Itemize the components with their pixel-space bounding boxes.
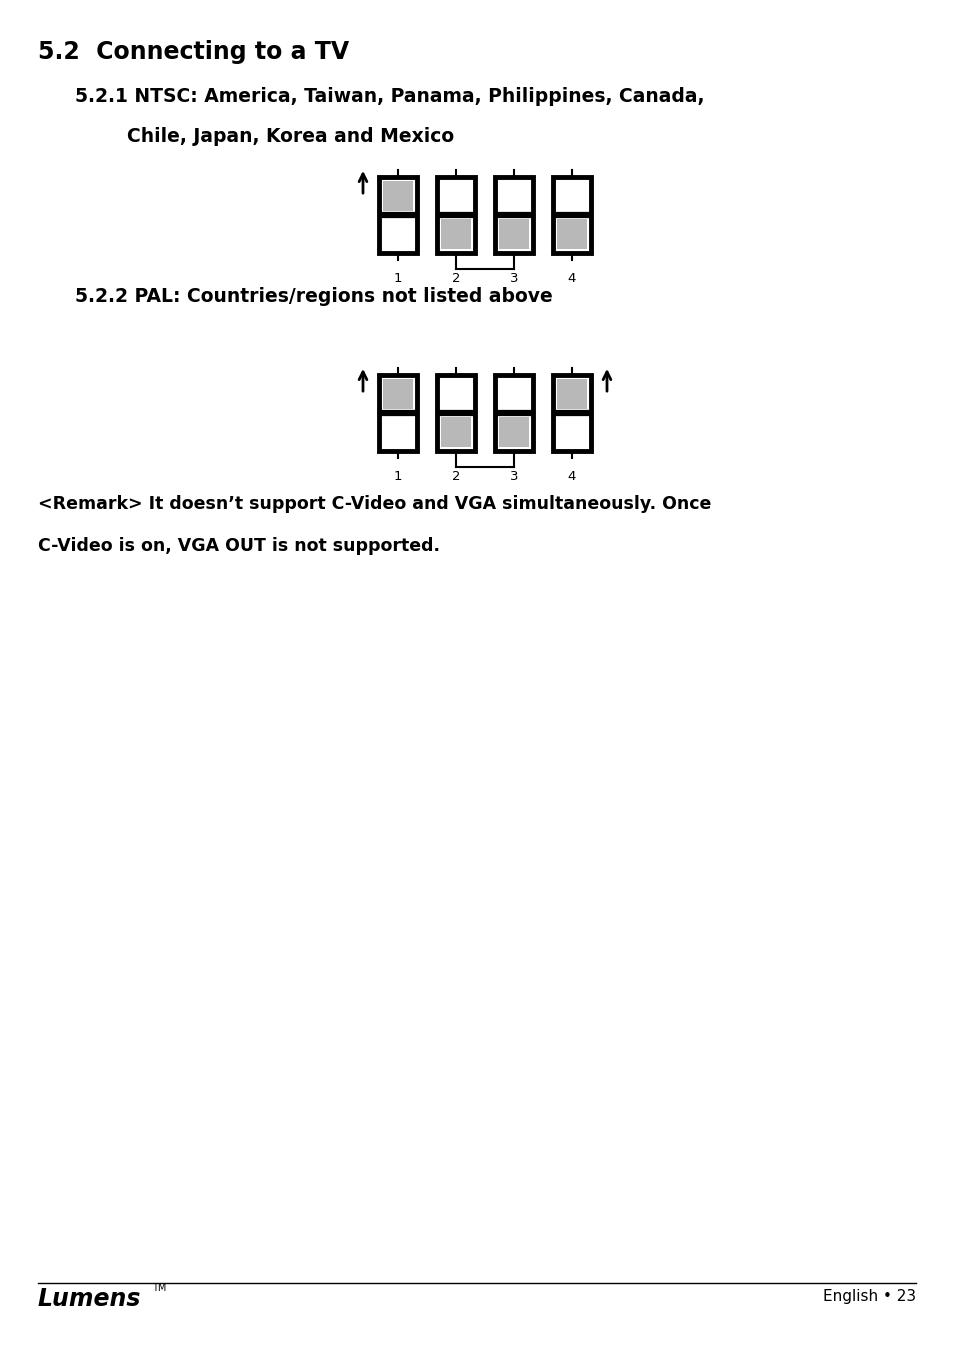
Text: <Remark> It doesn’t support C-Video and VGA simultaneously. Once: <Remark> It doesn’t support C-Video and …: [38, 495, 711, 514]
Text: 3: 3: [509, 272, 517, 285]
Text: 5.2  Connecting to a TV: 5.2 Connecting to a TV: [38, 41, 349, 64]
Bar: [382, 417, 413, 447]
Text: 4: 4: [567, 272, 576, 285]
Bar: [553, 178, 590, 253]
Text: Chile, Japan, Korea and Mexico: Chile, Japan, Korea and Mexico: [75, 127, 454, 146]
Bar: [557, 417, 586, 447]
Bar: [378, 375, 416, 451]
Bar: [557, 379, 586, 409]
Bar: [440, 182, 471, 211]
Text: Lumens: Lumens: [38, 1287, 141, 1312]
Text: 1: 1: [394, 272, 402, 285]
Bar: [440, 379, 471, 409]
Bar: [557, 220, 586, 249]
Bar: [382, 379, 413, 409]
Bar: [440, 417, 471, 447]
Bar: [553, 375, 590, 451]
Bar: [495, 178, 533, 253]
Bar: [498, 417, 529, 447]
Text: 4: 4: [567, 470, 576, 482]
Bar: [498, 182, 529, 211]
Text: English • 23: English • 23: [822, 1289, 915, 1304]
Text: C-Video is on, VGA OUT is not supported.: C-Video is on, VGA OUT is not supported.: [38, 537, 439, 556]
Bar: [498, 379, 529, 409]
Bar: [498, 220, 529, 249]
Text: 3: 3: [509, 470, 517, 482]
Bar: [436, 178, 475, 253]
Text: 2: 2: [452, 470, 459, 482]
Bar: [557, 182, 586, 211]
Bar: [440, 220, 471, 249]
Bar: [382, 220, 413, 249]
Text: 5.2.2 PAL: Countries/regions not listed above: 5.2.2 PAL: Countries/regions not listed …: [75, 287, 552, 306]
Bar: [495, 375, 533, 451]
Text: 1: 1: [394, 470, 402, 482]
Text: TM: TM: [152, 1283, 166, 1293]
Bar: [378, 178, 416, 253]
Text: 5.2.1 NTSC: America, Taiwan, Panama, Philippines, Canada,: 5.2.1 NTSC: America, Taiwan, Panama, Phi…: [75, 87, 703, 106]
Bar: [436, 375, 475, 451]
Bar: [382, 182, 413, 211]
Text: 2: 2: [452, 272, 459, 285]
